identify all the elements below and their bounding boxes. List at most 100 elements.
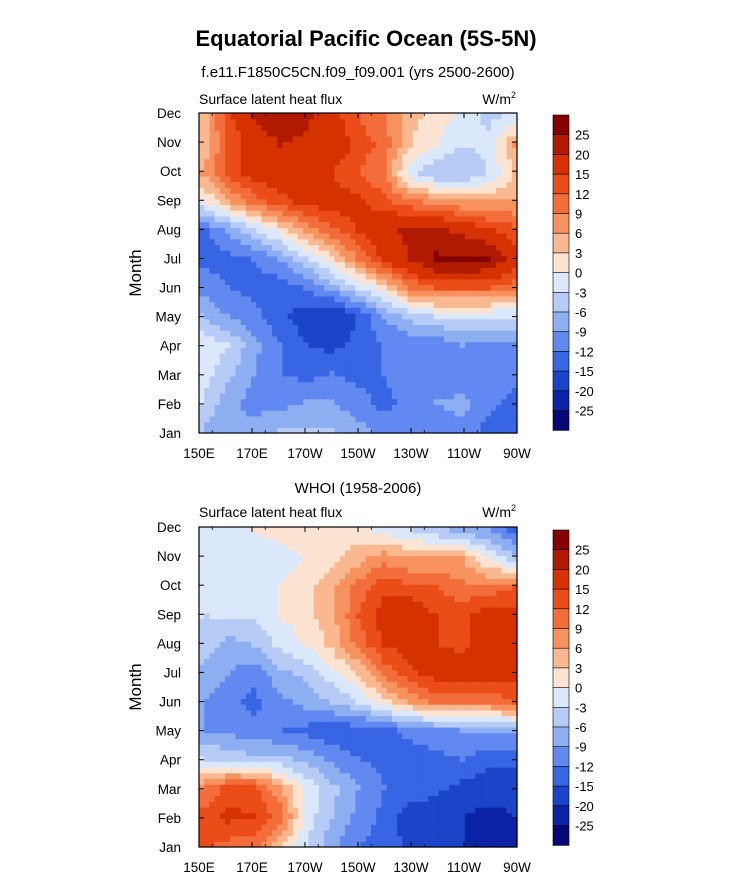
heatmap-cell (230, 709, 237, 717)
heatmap-cell (402, 789, 409, 797)
heatmap-cell (428, 795, 435, 802)
heatmap-cell (470, 410, 476, 417)
heatmap-cell (433, 335, 440, 343)
heatmap-cell (324, 715, 330, 722)
heatmap-cell (225, 381, 231, 388)
heatmap-cell (266, 135, 273, 143)
heatmap-cell (334, 113, 341, 120)
heatmap-cell (428, 404, 435, 411)
heatmap-cell (397, 784, 403, 791)
heatmap-cell (360, 841, 367, 848)
heatmap-cell (506, 829, 513, 837)
heatmap-cell (423, 715, 429, 722)
heatmap-cell (464, 267, 471, 274)
heatmap-cell (417, 421, 424, 428)
heatmap-cell (324, 278, 330, 286)
heatmap-cell (334, 318, 341, 326)
heatmap-cell (271, 147, 278, 154)
heatmap-cell (381, 807, 388, 814)
heatmap-cell (490, 778, 497, 785)
heatmap-cell (423, 130, 429, 137)
heatmap-cell (402, 261, 409, 268)
heatmap-cell (344, 147, 351, 154)
heatmap-cell (412, 330, 419, 337)
heatmap-cell (360, 732, 367, 740)
heatmap-cell (235, 170, 242, 177)
heatmap-cell (256, 738, 263, 745)
heatmap-cell (475, 789, 482, 797)
colorbar-swatch (552, 213, 570, 234)
heatmap-cell (225, 410, 231, 417)
heatmap-cell (449, 427, 456, 434)
heatmap-cell (470, 824, 476, 831)
heatmap-cell (454, 250, 461, 257)
heatmap-cell (470, 204, 476, 211)
heatmap-cell (240, 221, 247, 228)
heatmap-cell (209, 761, 216, 768)
heatmap-cell (230, 124, 237, 131)
heatmap-cell (240, 347, 247, 354)
heatmap-cell (423, 404, 429, 411)
heatmap-cell (292, 284, 299, 291)
heatmap-cell (219, 715, 226, 722)
heatmap-cell (235, 715, 242, 722)
heatmap-cell (287, 330, 294, 337)
heatmap-cell (308, 141, 315, 148)
heatmap-cell (386, 835, 393, 842)
heatmap-cell (423, 233, 429, 240)
heatmap-cell (209, 175, 216, 183)
heatmap-cell (277, 175, 284, 183)
heatmap-cell (298, 158, 304, 166)
heatmap-cell (433, 215, 440, 223)
heatmap-cell (480, 295, 487, 303)
heatmap-cell (412, 135, 419, 143)
heatmap-cell (251, 818, 257, 825)
heatmap-cell (391, 749, 398, 757)
heatmap-cell (485, 204, 492, 211)
heatmap-cell (480, 789, 487, 797)
heatmap-cell (423, 353, 429, 360)
heatmap-cell (225, 290, 231, 297)
heatmap-cell (277, 761, 284, 768)
heatmap-cell (287, 215, 294, 223)
heatmap-cell (214, 761, 221, 768)
heatmap-cell (240, 778, 247, 785)
heatmap-cell (417, 261, 424, 268)
heatmap-cell (397, 198, 403, 206)
heatmap-cell (251, 238, 257, 246)
heatmap-cell (313, 709, 320, 717)
heatmap-cell (376, 732, 383, 740)
heatmap-cell (371, 147, 377, 154)
heatmap-cell (470, 273, 476, 280)
heatmap-cell (397, 267, 403, 274)
heatmap-cell (459, 841, 466, 848)
heatmap-cell (454, 153, 461, 160)
heatmap-cell (251, 772, 257, 780)
heatmap-cell (282, 381, 289, 388)
heatmap-cell (475, 829, 482, 837)
heatmap-cell (271, 221, 278, 228)
heatmap-cell (407, 835, 414, 842)
heatmap-cell (371, 175, 377, 183)
heatmap-cell (271, 364, 278, 371)
heatmap-cell (313, 318, 320, 326)
heatmap-cell (209, 732, 216, 740)
heatmap-cell (303, 801, 310, 808)
heatmap-cell (360, 330, 367, 337)
heatmap-cell (433, 709, 440, 717)
heatmap-cell (350, 158, 356, 166)
heatmap-cell (318, 204, 325, 211)
heatmap-cell (303, 175, 310, 183)
heatmap-cell (230, 358, 237, 366)
heatmap-cell (381, 341, 388, 348)
heatmap-cell (386, 404, 393, 411)
heatmap-cell (423, 113, 429, 120)
heatmap-cell (261, 841, 268, 848)
heatmap-cell (261, 835, 268, 842)
heatmap-cell (313, 375, 320, 383)
heatmap-cell (397, 290, 403, 297)
heatmap-cell (324, 284, 330, 291)
heatmap-cell (428, 301, 435, 308)
heatmap-cell (245, 784, 252, 791)
heatmap-cell (256, 210, 263, 217)
